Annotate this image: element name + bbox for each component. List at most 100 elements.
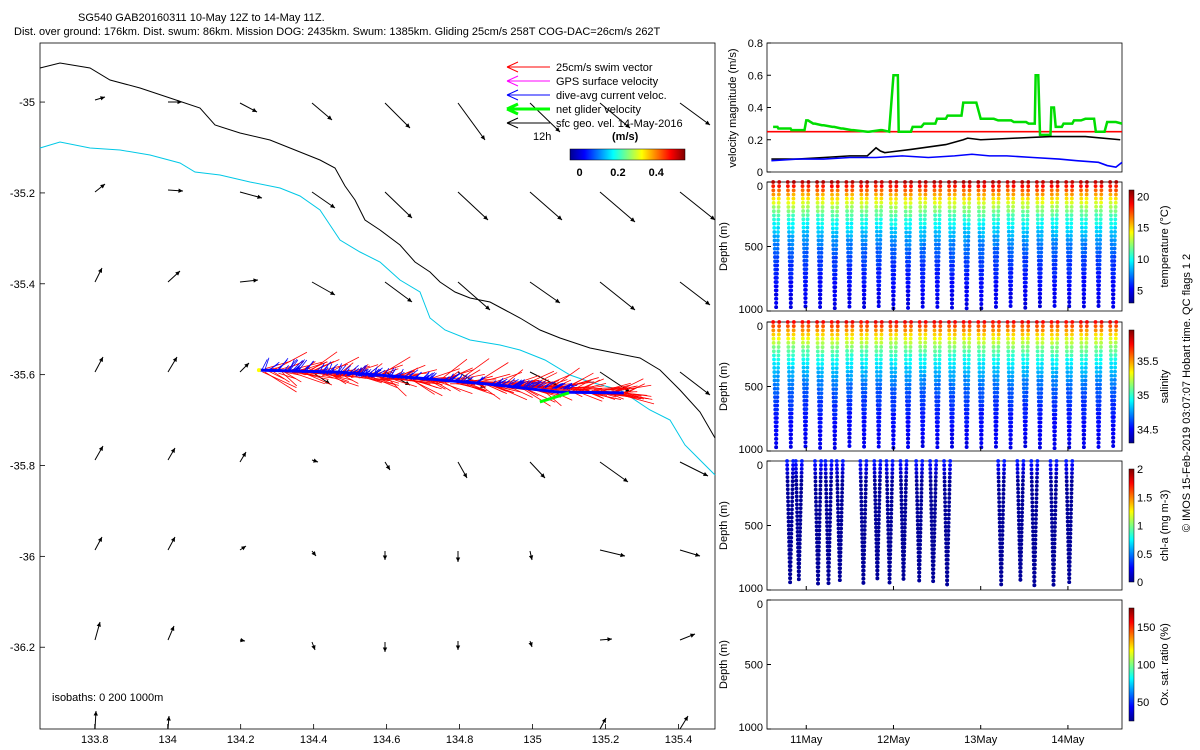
profile-point: [914, 463, 919, 467]
profile-point: [877, 428, 882, 432]
profile-point: [907, 403, 911, 408]
profile-point: [1069, 340, 1074, 345]
profile-point: [1082, 407, 1087, 412]
profile-point: [804, 423, 808, 428]
profile-point: [789, 415, 794, 420]
profile-point: [929, 519, 934, 523]
profile-point: [947, 209, 952, 214]
profile-point: [786, 188, 790, 193]
profile-point: [862, 428, 867, 432]
surface-velocity-vector: [599, 102, 631, 129]
profile-point: [1018, 573, 1023, 578]
profile-point: [976, 201, 981, 205]
profile-point: [903, 345, 908, 349]
profile-point: [814, 524, 819, 529]
profile-point: [1112, 415, 1116, 419]
profile-point: [1112, 254, 1117, 259]
profile-point: [771, 205, 776, 209]
profile-point: [840, 482, 845, 487]
profile-point: [1082, 275, 1087, 280]
profile-point: [1079, 361, 1084, 366]
profile-point: [850, 332, 855, 337]
profile-point: [1109, 238, 1114, 243]
profile-point: [771, 349, 776, 354]
profile-point: [776, 230, 780, 234]
profile-point: [793, 459, 798, 463]
profile-point: [1065, 370, 1070, 375]
profile-point: [996, 357, 1000, 362]
profile-point: [977, 247, 982, 252]
profile-point: [937, 340, 942, 345]
profile-point: [829, 483, 833, 488]
profile-point: [816, 230, 821, 234]
profile-point: [977, 357, 982, 362]
profile-point: [931, 555, 936, 560]
depth-tick-label: 0: [757, 599, 763, 611]
profile-point: [1009, 428, 1013, 433]
profile-point: [796, 577, 801, 582]
profile-point: [888, 548, 893, 553]
profile-point: [775, 271, 779, 276]
profile-point: [1053, 504, 1058, 509]
profile-point: [1055, 349, 1059, 354]
profile-point: [864, 365, 868, 370]
profile-point: [785, 479, 790, 484]
profile-point: [976, 336, 981, 341]
profile-point: [933, 234, 938, 239]
profile-point: [827, 552, 832, 557]
profile-point: [1099, 336, 1104, 341]
profile-point: [890, 459, 895, 463]
profile-point: [835, 217, 839, 222]
marker-12h-label: 12h: [533, 131, 551, 143]
vector-shaft: [599, 191, 636, 223]
profile-point: [863, 507, 868, 512]
profile-point: [1070, 184, 1075, 189]
profile-point: [1051, 246, 1056, 250]
profile-point: [1069, 495, 1074, 500]
profile-point: [917, 574, 922, 579]
profile-point: [978, 391, 982, 395]
profile-point: [776, 353, 781, 358]
profile-point: [826, 577, 831, 582]
profile-point: [898, 463, 903, 467]
profile-point: [977, 353, 981, 358]
profile-point: [1111, 296, 1116, 301]
profile-point: [863, 407, 867, 412]
profile-point: [1111, 292, 1116, 297]
profile-point: [830, 188, 834, 193]
profile-point: [1084, 349, 1089, 354]
profile-point: [1064, 196, 1069, 201]
profile-point: [965, 255, 970, 260]
profile-point: [923, 349, 927, 353]
profile-point: [903, 209, 908, 214]
profile-point: [802, 386, 806, 391]
profile-point: [1030, 521, 1035, 526]
profile-point: [848, 246, 853, 251]
profile-point: [1001, 504, 1006, 509]
vector-head: [683, 716, 688, 721]
profile-point: [1054, 217, 1059, 222]
profile-point: [845, 353, 850, 357]
profile-point: [820, 349, 825, 354]
profile-point: [980, 243, 985, 248]
profile-point: [965, 428, 969, 433]
profile-point: [1098, 221, 1103, 226]
profile-point: [1054, 387, 1058, 392]
profile-point: [1080, 234, 1085, 238]
profile-point: [1032, 570, 1037, 575]
profile-point: [1035, 324, 1039, 329]
profile-point: [1033, 521, 1038, 526]
profile-point: [1083, 254, 1088, 259]
profile-point: [776, 225, 780, 230]
profile-point: [1001, 483, 1006, 488]
surface-velocity-vector: [239, 191, 263, 199]
profile-point: [1108, 344, 1113, 349]
profile-point: [845, 361, 850, 366]
profile-point: [981, 357, 986, 362]
profile-point: [936, 395, 941, 399]
vector-head: [177, 99, 182, 105]
profile-point: [791, 196, 796, 201]
profile-point: [923, 340, 928, 345]
profile-point: [863, 267, 867, 272]
profile-point: [920, 304, 925, 309]
